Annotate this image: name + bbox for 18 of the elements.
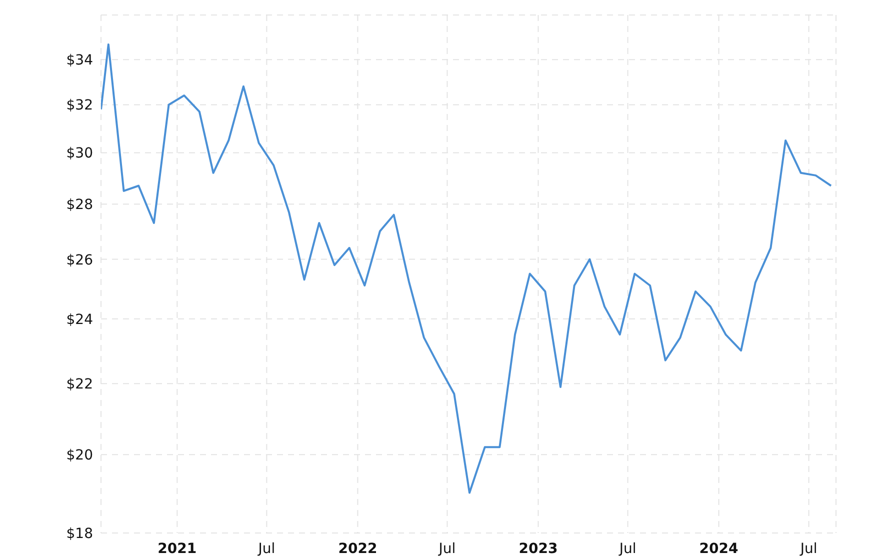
x-tick-label: 2022 — [338, 541, 378, 557]
y-tick-label: $32 — [66, 98, 93, 114]
y-tick-label: $30 — [66, 146, 93, 162]
y-tick-label: $28 — [66, 197, 93, 214]
y-tick-label: $22 — [66, 376, 93, 393]
y-tick-label: $26 — [66, 252, 94, 268]
y-tick-label: $20 — [66, 448, 93, 464]
x-tick-label: 2021 — [158, 541, 197, 557]
x-tick-label: Jul — [799, 541, 818, 557]
y-tick-label: $24 — [66, 312, 94, 328]
line-series — [101, 43, 832, 494]
y-tick-label: $18 — [66, 526, 93, 542]
x-tick-label: Jul — [257, 541, 276, 557]
x-tick-label: 2023 — [518, 541, 558, 557]
x-tick-label: 2024 — [699, 541, 739, 557]
y-tick-label: $34 — [66, 52, 94, 69]
x-tick-label: Jul — [438, 541, 456, 557]
x-tick-label: Jul — [618, 541, 636, 557]
